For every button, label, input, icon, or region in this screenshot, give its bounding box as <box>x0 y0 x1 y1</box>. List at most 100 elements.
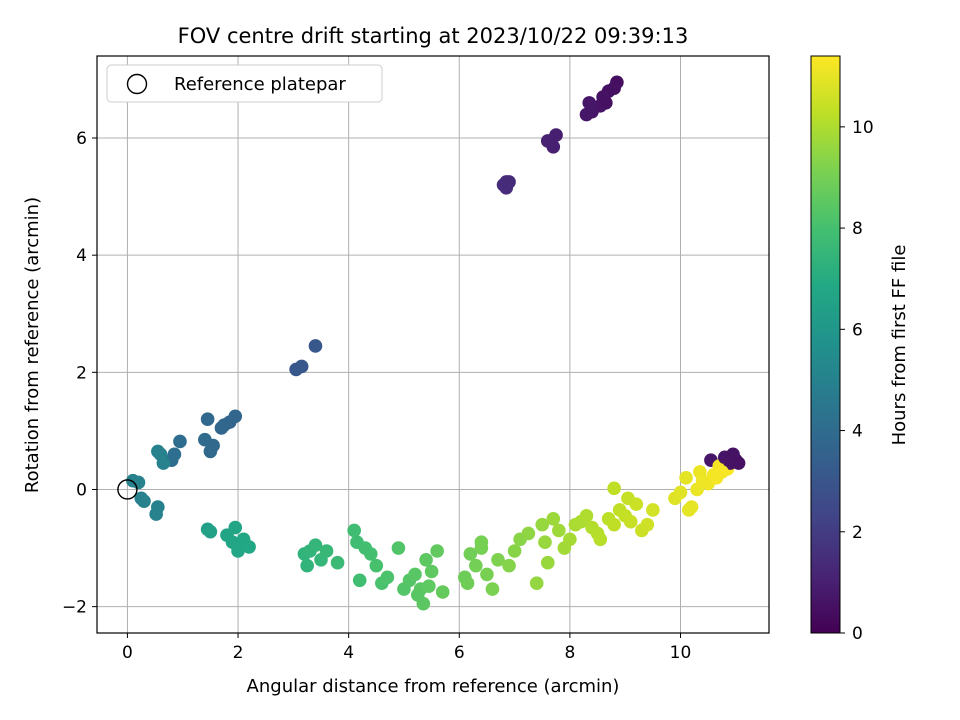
data-point <box>623 514 638 529</box>
y-tick-label: 2 <box>76 363 87 383</box>
y-tick-label: 0 <box>76 480 87 500</box>
data-point <box>369 558 384 573</box>
data-point <box>300 558 314 573</box>
y-tick-label: 4 <box>76 246 87 266</box>
data-point <box>173 434 187 449</box>
data-point <box>507 544 522 558</box>
data-point <box>521 526 536 541</box>
data-point <box>682 503 696 517</box>
colorbar-label: Hours from first FF file <box>889 245 910 446</box>
data-point <box>552 523 566 538</box>
data-point <box>563 532 577 547</box>
data-point <box>607 517 621 532</box>
data-point <box>214 421 229 435</box>
x-axis-label: Angular distance from reference (arcmin) <box>247 676 620 697</box>
data-point <box>424 564 439 579</box>
data-point <box>203 524 218 539</box>
data-point <box>363 547 378 561</box>
data-point <box>463 547 478 561</box>
data-point <box>200 412 215 426</box>
data-point <box>242 540 256 554</box>
colorbar-tick-label: 2 <box>852 523 863 543</box>
data-point <box>347 523 361 538</box>
x-tick-label: 0 <box>122 643 133 663</box>
data-point <box>599 96 613 110</box>
data-point <box>695 473 710 488</box>
data-point <box>149 507 163 521</box>
x-tick-label: 10 <box>670 643 692 663</box>
y-tick-label: 6 <box>76 129 87 149</box>
data-point <box>549 128 563 142</box>
reference-platepar-marker <box>117 479 138 500</box>
data-point <box>435 585 450 599</box>
data-point <box>391 541 406 555</box>
data-point <box>502 558 516 573</box>
data-point <box>480 567 494 582</box>
legend-marker <box>126 73 148 95</box>
data-point <box>408 567 422 582</box>
data-point <box>126 473 140 488</box>
data-point <box>538 535 552 550</box>
data-point <box>319 544 334 558</box>
data-point <box>485 582 500 596</box>
scatter-series <box>126 75 746 611</box>
y-axis-label: Rotation from reference (arcmin) <box>22 197 43 493</box>
data-point <box>231 544 245 558</box>
grid <box>97 56 769 633</box>
data-point <box>579 509 594 523</box>
data-point <box>156 456 171 470</box>
data-point <box>460 576 475 591</box>
chart-title: FOV centre drift starting at 2023/10/22 … <box>178 24 689 48</box>
data-point <box>540 555 555 570</box>
data-point <box>330 555 345 570</box>
y-axis: −2 0 2 4 6 <box>62 129 97 618</box>
data-point <box>593 532 608 547</box>
x-axis: 0 2 4 6 8 10 <box>122 633 691 663</box>
data-point <box>308 538 323 552</box>
legend: Reference platepar <box>106 64 383 103</box>
data-point <box>491 552 505 567</box>
data-point <box>203 444 218 459</box>
data-point <box>474 535 489 550</box>
data-point <box>731 456 746 470</box>
colorbar-axis: 0 2 4 6 8 10 <box>840 118 874 644</box>
data-point <box>535 517 550 532</box>
data-point <box>352 573 367 588</box>
data-point <box>308 339 323 353</box>
data-point <box>679 470 693 485</box>
x-tick-label: 2 <box>233 643 244 663</box>
legend-label: Reference platepar <box>174 74 346 95</box>
x-tick-label: 4 <box>343 643 354 663</box>
colorbar-tick-label: 0 <box>852 624 863 644</box>
data-point <box>380 570 395 585</box>
colorbar-tick-label: 8 <box>852 219 863 239</box>
data-point <box>419 552 433 567</box>
data-point <box>621 491 635 506</box>
data-point <box>646 503 660 517</box>
data-point <box>294 359 309 374</box>
y-tick-label: −2 <box>62 598 87 618</box>
data-point <box>529 576 544 591</box>
data-point <box>634 523 649 538</box>
data-point <box>579 107 594 122</box>
data-point <box>469 558 483 573</box>
data-point <box>430 544 444 558</box>
plot-frame <box>96 55 770 634</box>
data-point <box>228 520 243 535</box>
colorbar-tick-label: 4 <box>852 422 863 442</box>
data-point <box>582 96 597 110</box>
data-point <box>499 181 514 195</box>
x-tick-label: 6 <box>454 643 465 663</box>
data-point <box>422 579 436 593</box>
data-point <box>715 465 729 479</box>
data-point <box>607 481 621 496</box>
data-point <box>673 485 688 500</box>
data-point <box>546 511 561 526</box>
data-point <box>134 491 149 506</box>
x-tick-label: 8 <box>564 643 575 663</box>
colorbar-tick-label: 6 <box>852 320 863 340</box>
colorbar-tick-label: 10 <box>852 118 874 138</box>
data-point <box>410 588 425 602</box>
data-point <box>151 444 165 459</box>
